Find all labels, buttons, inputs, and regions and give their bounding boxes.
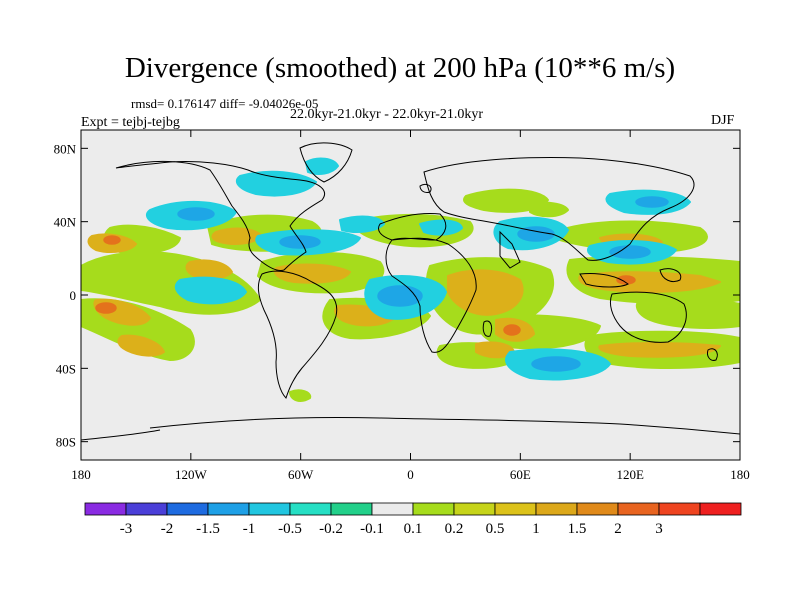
- colorbar-swatch: [84, 502, 127, 516]
- lat-tick-label: 40S: [56, 361, 76, 376]
- field-negative-moderate: [177, 196, 669, 372]
- period-line: 22.0kyr-21.0kyr - 22.0kyr-21.0kyr: [290, 107, 484, 122]
- colorbar-label: -1.5: [196, 521, 220, 537]
- colorbar-swatch: [576, 502, 619, 516]
- divergence-field: [81, 142, 740, 441]
- experiment-line: Expt = tejbj-tejbg: [81, 115, 180, 130]
- colorbar-label: 0.1: [404, 521, 423, 537]
- lon-tick-label: 0: [407, 467, 414, 482]
- colorbar-label: -0.5: [278, 521, 302, 537]
- colorbar-swatch: [617, 502, 660, 516]
- lon-tick-label: 180: [730, 467, 750, 482]
- field-positive-strong: [95, 235, 636, 336]
- stats-line: rmsd= 0.176147 diff= -9.04026e-05: [131, 96, 319, 111]
- colorbar-label: 0.5: [486, 521, 505, 537]
- lon-tick-label: 120W: [175, 467, 208, 482]
- lat-tick-label: 80N: [54, 141, 77, 156]
- colorbar-swatch: [248, 502, 291, 516]
- colorbar-swatch: [371, 502, 414, 516]
- colorbar-swatch: [207, 502, 250, 516]
- lon-tick-label: 60W: [288, 467, 314, 482]
- lon-tick-label: 120E: [616, 467, 644, 482]
- colorbar-label: -2: [161, 521, 174, 537]
- colorbar-swatch: [125, 502, 168, 516]
- colorbar-swatch: [535, 502, 578, 516]
- colorbar-label: -1: [243, 521, 256, 537]
- coastlines: [81, 142, 740, 441]
- colorbar-swatch: [166, 502, 209, 516]
- colorbar-label: -0.2: [319, 521, 343, 537]
- colorbar-label: -0.1: [360, 521, 384, 537]
- colorbar-label: -3: [120, 521, 133, 537]
- colorbar-swatch: [453, 502, 496, 516]
- colorbar-swatch: [699, 502, 742, 516]
- colorbar-label: 1: [532, 521, 540, 537]
- colorbar-label: 0.2: [445, 521, 464, 537]
- lat-tick-label: 40N: [54, 215, 77, 230]
- colorbar-swatch: [658, 502, 701, 516]
- lat-tick-label: 0: [70, 288, 77, 303]
- latitude-axis: 80N 40N 0 40S 80S: [54, 141, 740, 450]
- lon-tick-label: 60E: [510, 467, 531, 482]
- lon-tick-label: 180: [71, 467, 91, 482]
- colorbar-swatch: [289, 502, 332, 516]
- colorbar-label: 2: [614, 521, 622, 537]
- plot-title: Divergence (smoothed) at 200 hPa (10**6 …: [124, 52, 676, 84]
- colorbar-label: 3: [655, 521, 663, 537]
- longitude-axis: 180 120W 60W 0 60E 120E 180: [71, 130, 750, 482]
- colorbar: -3 -2 -1.5 -1 -0.5 -0.2 -0.1 0.1 0.2 0.5 1 1.5 2 3: [84, 502, 742, 537]
- lat-tick-label: 80S: [56, 435, 76, 450]
- season-label: DJF: [711, 113, 735, 128]
- colorbar-swatch: [330, 502, 373, 516]
- colorbar-swatch: [412, 502, 455, 516]
- colorbar-label: 1.5: [568, 521, 587, 537]
- colorbar-swatch: [494, 502, 537, 516]
